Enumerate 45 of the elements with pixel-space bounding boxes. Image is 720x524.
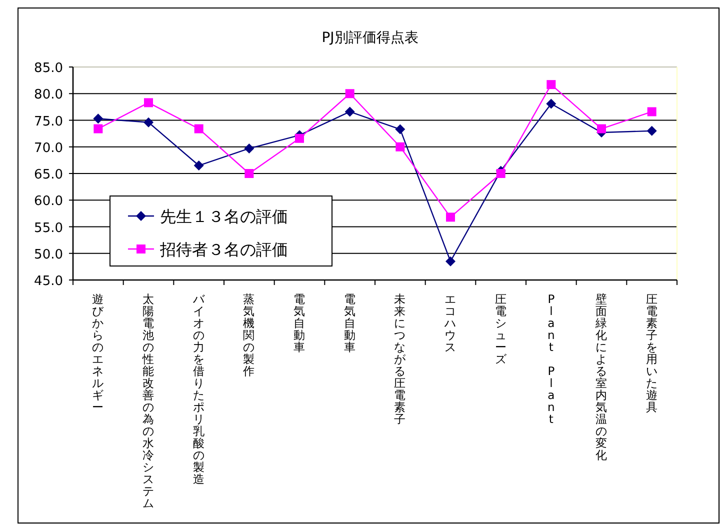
point [194, 124, 204, 134]
y-tick-label: 65.0 [34, 168, 63, 182]
point [194, 160, 204, 171]
point [94, 124, 103, 134]
category-label: 太陽電池の性能改善の為の水冷システム [142, 292, 154, 510]
point [345, 89, 354, 98]
point [244, 169, 254, 178]
legend-label: 招待者３名の評価 [159, 240, 288, 259]
y-tick-label: 80.0 [34, 88, 63, 103]
point [144, 98, 153, 108]
y-tick-label: 85.0 [34, 61, 63, 76]
point [93, 114, 104, 124]
x-tick-label: 蒸気機関の製作 [242, 292, 256, 378]
category-label: 圧電素子を用いた遊具 [646, 292, 658, 414]
y-tick-label: 70.0 [34, 140, 63, 156]
point [597, 124, 606, 134]
point [546, 80, 556, 90]
point [395, 124, 406, 134]
point [295, 134, 304, 143]
x-tick-label: 電気自動車 [344, 292, 356, 354]
x-tick-label: エコハウス [444, 292, 456, 354]
y-tick-label: 45.0 [34, 274, 63, 289]
legend-label: 先生１３名の評価 [160, 207, 288, 226]
y-tick-label: 60.0 [34, 194, 63, 210]
point [344, 106, 355, 117]
y-tick-label: 75.0 [34, 114, 63, 130]
point [546, 98, 556, 109]
category-label: バイオの力を借りたポリ乳酸の製造 [192, 292, 205, 486]
x-tick-label: 電気自動車 [294, 292, 306, 354]
category-label: 遊びからのエネルギー [92, 292, 104, 414]
category-label: Plant Plant [548, 292, 555, 426]
point [446, 212, 455, 222]
point [496, 169, 506, 178]
point [446, 256, 456, 266]
category-label: 未来につながる圧電素子 [394, 292, 406, 426]
y-tick-label: 50.0 [34, 247, 63, 262]
category-label: 壁面緑化による室内気温の変化 [596, 292, 608, 462]
point [646, 126, 657, 136]
x-tick-label: 圧電シューズ [494, 292, 508, 366]
y-tick-label: 55.0 [34, 220, 63, 236]
point [244, 143, 254, 154]
point [144, 117, 154, 128]
point [396, 142, 405, 152]
point [647, 107, 656, 116]
chart-title: PJ別評価得点表 [322, 30, 418, 46]
